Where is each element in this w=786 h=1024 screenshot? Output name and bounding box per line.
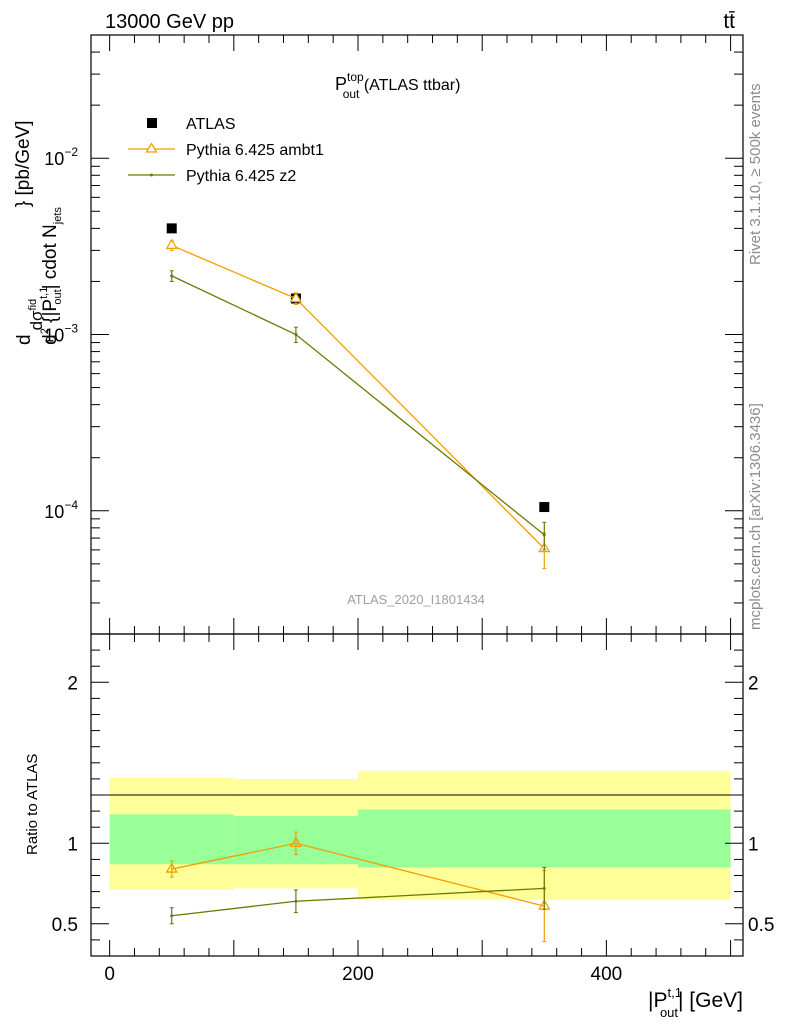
ratio-y-axis-label: Ratio to ATLAS [24,754,41,855]
main-y-tick-labels: 10−2 10−3 10−4 [44,145,78,522]
ratio-axis-ticks [91,634,743,956]
legend-label-z2: Pythia 6.425 z2 [186,168,296,185]
ratio-uncertainty-bands [109,770,731,900]
ratio-y-tick-labels: 0.5 0.5 1 1 2 2 [52,673,775,936]
main-mc-point [170,274,174,278]
main-mc-point [165,238,178,250]
ratio-x-tick-labels: 0 200 400 [104,964,622,985]
main-mc-point [289,291,303,303]
main-panel: 10−2 10−3 10−4 Ptop out (ATLAS ttbar) ATLAS… [13,34,744,635]
ratio-y-tick-label: 1 [67,834,78,855]
main-mc-point [542,533,546,537]
rivet-version-label: Rivet 3.1.10, ≥ 500k events [747,83,764,265]
legend-label-ambt1: Pythia 6.425 ambt1 [186,142,324,159]
ratio-mc-point [289,836,303,847]
ratio-x-tick-label: 400 [591,964,623,985]
legend: ATLAS Pythia 6.425 ambt1 Pythia 6.425 z2 [128,116,324,185]
ratio-panel: 0.5 0.5 1 1 2 2 0 200 400 Ratio to ATLAS |Pt,1 o… [24,633,775,1020]
main-mc-point [294,333,298,336]
legend-marker-ambt1 [145,142,158,153]
ratio-y-tick-label: 2 [67,673,78,694]
ratio-mc-point [542,886,546,890]
main-y-tick-label: 10−3 [44,322,78,346]
main-data-point [166,223,177,234]
main-data-point [539,502,550,513]
ratio-x-tick-label: 0 [104,964,115,985]
main-series-line [171,244,545,550]
ratio-x-tick-label: 200 [342,964,374,985]
analysis-id-label: ATLAS_2020_I1801434 [347,592,485,607]
ratio-mc-point [170,914,174,918]
ratio-y-tick-label-right: 1 [748,834,759,855]
main-series-line [171,275,545,536]
ratio-y-tick-label-right: 0.5 [748,915,774,936]
ratio-x-axis-label: |Pt,1 out| [GeV] [648,985,743,1020]
ratio-y-tick-label-right: 2 [748,673,759,694]
mcplots-label: mcplots.cern.ch [arXiv:1306.3436] [747,403,764,630]
main-y-axis-label: ddσfidd2 {|Pt,1 out| cdot Njets} [pb/GeV] [13,120,64,345]
header-energy-label: 13000 GeV pp [105,11,234,33]
legend-label-atlas: ATLAS [186,116,236,133]
header-process-label: tt̄ [723,10,735,33]
main-y-tick-label: 10−2 [44,145,78,169]
ratio-mc-point [165,862,178,873]
ratio-y-tick-label: 0.5 [52,915,78,936]
plot-title: Ptop out (ATLAS ttbar) [335,70,460,101]
ratio-band-inner [358,809,731,868]
ratio-series-layer [165,831,551,943]
main-y-tick-label: 10−4 [44,498,78,522]
ratio-band-inner [109,814,234,865]
ratio-mc-point [294,899,298,903]
main-axis-ticks [91,34,743,635]
legend-marker-z2 [150,173,153,177]
legend-marker-atlas [147,118,157,128]
main-series-layer [165,223,551,570]
